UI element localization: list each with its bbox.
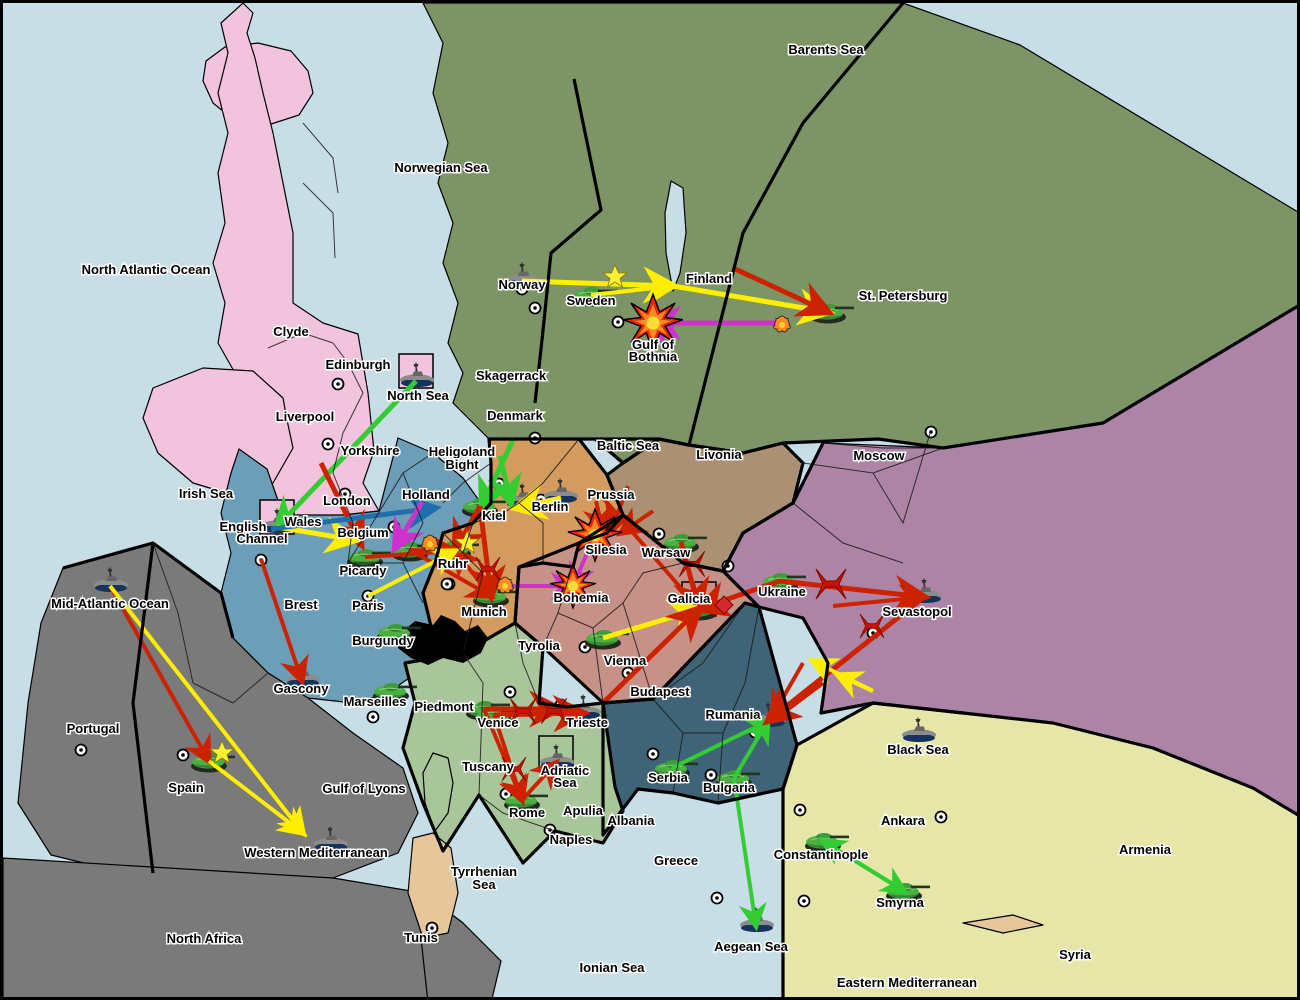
- svg-text:Armenia: Armenia: [1119, 842, 1172, 857]
- svg-text:Munich: Munich: [461, 604, 507, 619]
- svg-text:Aegean Sea: Aegean Sea: [714, 939, 788, 954]
- svg-text:Constantinople: Constantinople: [774, 847, 869, 862]
- svg-text:Paris: Paris: [352, 598, 384, 613]
- svg-text:Clyde: Clyde: [273, 324, 308, 339]
- svg-text:Smyrna: Smyrna: [876, 895, 924, 910]
- svg-text:Ankara: Ankara: [881, 813, 926, 828]
- svg-text:Eastern Mediterranean: Eastern Mediterranean: [837, 975, 977, 990]
- svg-text:Gascony: Gascony: [274, 681, 330, 696]
- svg-text:Gulf of Lyons: Gulf of Lyons: [322, 781, 405, 796]
- svg-text:Yorkshire: Yorkshire: [340, 443, 399, 458]
- svg-text:Channel: Channel: [236, 531, 287, 546]
- svg-text:Trieste: Trieste: [566, 715, 608, 730]
- svg-text:Vienna: Vienna: [604, 653, 647, 668]
- svg-text:Marseilles: Marseilles: [344, 694, 407, 709]
- svg-text:Western Mediterranean: Western Mediterranean: [244, 845, 388, 860]
- svg-text:Rome: Rome: [509, 805, 545, 820]
- svg-text:Spain: Spain: [168, 780, 203, 795]
- svg-text:Mid-Atlantic Ocean: Mid-Atlantic Ocean: [51, 596, 169, 611]
- svg-text:Greece: Greece: [654, 853, 698, 868]
- svg-text:St. Petersburg: St. Petersburg: [859, 288, 948, 303]
- svg-text:London: London: [323, 493, 371, 508]
- svg-text:Finland: Finland: [686, 271, 732, 286]
- svg-text:Warsaw: Warsaw: [642, 545, 692, 560]
- svg-text:Rumania: Rumania: [706, 707, 762, 722]
- svg-text:Galicia: Galicia: [668, 591, 711, 606]
- svg-text:Tyrolia: Tyrolia: [518, 638, 560, 653]
- svg-text:Sea: Sea: [472, 877, 496, 892]
- svg-text:Brest: Brest: [284, 597, 318, 612]
- svg-text:North Sea: North Sea: [387, 388, 449, 403]
- svg-text:Berlin: Berlin: [532, 499, 569, 514]
- svg-text:Silesia: Silesia: [585, 542, 627, 557]
- svg-text:Venice: Venice: [477, 715, 518, 730]
- svg-text:Edinburgh: Edinburgh: [326, 357, 391, 372]
- svg-text:Prussia: Prussia: [588, 487, 636, 502]
- svg-text:Budapest: Budapest: [630, 684, 690, 699]
- svg-text:Ionian Sea: Ionian Sea: [579, 960, 645, 975]
- svg-text:Bulgaria: Bulgaria: [703, 780, 756, 795]
- svg-text:Skagerrack: Skagerrack: [476, 368, 547, 383]
- svg-text:Liverpool: Liverpool: [276, 409, 335, 424]
- svg-text:Tunis: Tunis: [404, 930, 438, 945]
- svg-text:Portugal: Portugal: [67, 721, 120, 736]
- svg-text:North Africa: North Africa: [167, 931, 242, 946]
- svg-text:Ruhr: Ruhr: [438, 556, 468, 571]
- svg-text:Moscow: Moscow: [853, 448, 905, 463]
- svg-text:Piedmont: Piedmont: [414, 699, 474, 714]
- svg-text:Livonia: Livonia: [696, 447, 742, 462]
- svg-text:Wales: Wales: [284, 514, 321, 529]
- svg-text:Barents Sea: Barents Sea: [788, 42, 864, 57]
- svg-text:Tuscany: Tuscany: [462, 759, 515, 774]
- svg-text:Picardy: Picardy: [340, 563, 388, 578]
- svg-text:Belgium: Belgium: [337, 525, 388, 540]
- svg-text:Serbia: Serbia: [648, 770, 689, 785]
- svg-text:Bohemia: Bohemia: [554, 590, 610, 605]
- svg-text:Baltic Sea: Baltic Sea: [597, 438, 660, 453]
- svg-text:Naples: Naples: [550, 832, 593, 847]
- svg-text:Syria: Syria: [1059, 947, 1092, 962]
- svg-text:Apulia: Apulia: [563, 803, 603, 818]
- svg-text:Burgundy: Burgundy: [352, 633, 414, 648]
- svg-text:Sevastopol: Sevastopol: [882, 604, 951, 619]
- svg-text:Denmark: Denmark: [487, 408, 543, 423]
- svg-text:Kiel: Kiel: [482, 508, 506, 523]
- svg-text:Sea: Sea: [553, 775, 577, 790]
- svg-text:Bothnia: Bothnia: [629, 349, 678, 364]
- svg-text:Norway: Norway: [499, 277, 547, 292]
- svg-text:Holland: Holland: [402, 487, 450, 502]
- svg-text:Irish Sea: Irish Sea: [179, 486, 234, 501]
- svg-text:Black Sea: Black Sea: [887, 742, 949, 757]
- svg-text:Sweden: Sweden: [566, 293, 615, 308]
- svg-text:Albania: Albania: [608, 813, 656, 828]
- svg-text:North Atlantic Ocean: North Atlantic Ocean: [82, 262, 211, 277]
- svg-text:Bight: Bight: [445, 457, 479, 472]
- svg-text:Ukraine: Ukraine: [758, 584, 806, 599]
- svg-text:Norwegian Sea: Norwegian Sea: [394, 160, 488, 175]
